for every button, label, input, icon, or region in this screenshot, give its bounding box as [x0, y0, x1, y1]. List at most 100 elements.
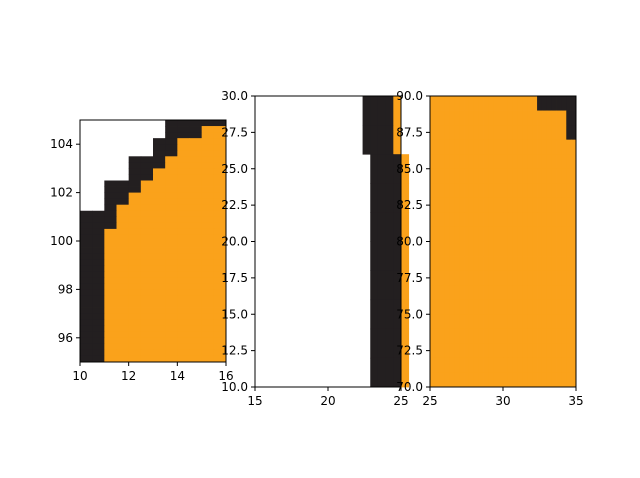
heatmap-cell — [507, 125, 514, 141]
heatmap-cell — [128, 228, 142, 236]
heatmap-cell — [551, 299, 557, 315]
y-tick-label: 98 — [58, 282, 73, 296]
heatmap-cell — [566, 314, 572, 330]
heatmap-cell — [566, 197, 572, 213]
heatmap-cell — [556, 125, 562, 141]
heatmap-cell — [128, 289, 142, 296]
heatmap-cell — [430, 372, 436, 388]
heatmap-cell — [165, 198, 178, 206]
heatmap-cell — [434, 139, 441, 155]
heatmap-cell — [434, 328, 441, 344]
heatmap-cell — [478, 154, 484, 170]
heatmap-cell — [116, 241, 130, 248]
heatmap-cell — [449, 256, 455, 271]
heatmap-cell — [473, 154, 480, 170]
heatmap-cell — [140, 204, 154, 212]
heatmap-cell — [546, 139, 553, 155]
panel-1: 10 12 14 16 96 98 100 102 104 — [50, 119, 234, 383]
heatmap-cell — [449, 226, 455, 242]
heatmap-cell — [213, 313, 227, 321]
heatmap-cell — [449, 154, 455, 170]
heatmap-cell — [377, 125, 387, 155]
heatmap-cell — [189, 355, 203, 363]
heatmap-cell — [512, 139, 518, 155]
heatmap-cell — [401, 270, 410, 301]
heatmap-cell — [527, 96, 533, 111]
heatmap-cell — [556, 299, 562, 315]
heatmap-cell — [213, 325, 227, 333]
heatmap-cell — [213, 138, 227, 145]
y-tick-label: 85.0 — [396, 162, 423, 176]
heatmap-cell — [546, 357, 553, 373]
heatmap-cell — [177, 355, 190, 363]
heatmap-cell — [177, 247, 190, 254]
heatmap-cell — [128, 180, 142, 187]
heatmap-cell — [493, 96, 499, 111]
heatmap-cell — [512, 168, 518, 184]
heatmap-cell — [80, 355, 93, 363]
heatmap-cell — [541, 168, 548, 184]
heatmap-cell — [140, 247, 154, 254]
heatmap-cell — [140, 265, 154, 272]
heatmap-cell — [153, 301, 166, 308]
heatmap-cell — [498, 96, 504, 111]
heatmap-cell — [527, 357, 533, 373]
heatmap-cell — [498, 125, 504, 141]
heatmap-cell — [177, 301, 190, 308]
heatmap-cell — [189, 216, 203, 224]
heatmap-cell — [201, 132, 215, 139]
heatmap-cell — [362, 96, 371, 126]
heatmap-cell — [165, 168, 178, 175]
heatmap-cell — [478, 357, 484, 373]
heatmap-cell — [104, 355, 117, 363]
heatmap-cell — [430, 285, 436, 301]
heatmap-cell — [153, 162, 166, 169]
heatmap-cell — [377, 357, 387, 388]
heatmap-cell — [522, 270, 528, 286]
heatmap-cell — [503, 328, 509, 344]
heatmap-cell — [468, 212, 475, 228]
heatmap-cell — [522, 139, 528, 155]
heatmap-cell — [439, 96, 445, 111]
heatmap-cell — [189, 174, 203, 181]
heatmap-cell — [189, 132, 203, 139]
heatmap-cell — [92, 307, 105, 314]
heatmap-cell — [201, 228, 215, 236]
heatmap-cell — [213, 120, 227, 127]
heatmap-cell — [449, 343, 455, 359]
heatmap-cell — [128, 162, 142, 169]
heatmap-cell — [517, 285, 523, 301]
heatmap-cell — [165, 228, 178, 236]
heatmap-cell — [478, 226, 484, 242]
heatmap-cell — [483, 241, 489, 257]
heatmap-cell — [478, 212, 484, 228]
heatmap-cell — [439, 328, 445, 344]
heatmap-cell — [80, 289, 93, 296]
heatmap-cell — [483, 357, 489, 373]
heatmap-cell — [478, 270, 484, 286]
heatmap-cell — [473, 343, 480, 359]
heatmap-cell — [551, 154, 557, 170]
heatmap-cell — [189, 162, 203, 169]
heatmap-cell — [201, 349, 215, 357]
heatmap-cell — [546, 110, 553, 126]
heatmap-cell — [80, 259, 93, 266]
heatmap-cell — [566, 125, 572, 141]
heatmap-cell — [546, 299, 553, 315]
heatmap-cell — [213, 277, 227, 284]
heatmap-cell — [561, 343, 567, 359]
heatmap-cell — [177, 198, 190, 206]
heatmap-cell — [189, 253, 203, 260]
heatmap-cell — [522, 197, 528, 213]
heatmap-cell — [468, 314, 475, 330]
heatmap-cell — [104, 234, 117, 242]
heatmap-cell — [189, 331, 203, 339]
heatmap-cell — [177, 150, 190, 157]
heatmap-cell — [556, 212, 562, 228]
heatmap-cell — [80, 277, 93, 284]
heatmap-cell — [478, 343, 484, 359]
heatmap-cell — [498, 285, 504, 301]
heatmap-cell — [434, 168, 441, 184]
heatmap-cell — [370, 212, 379, 242]
heatmap-cell — [128, 216, 142, 224]
